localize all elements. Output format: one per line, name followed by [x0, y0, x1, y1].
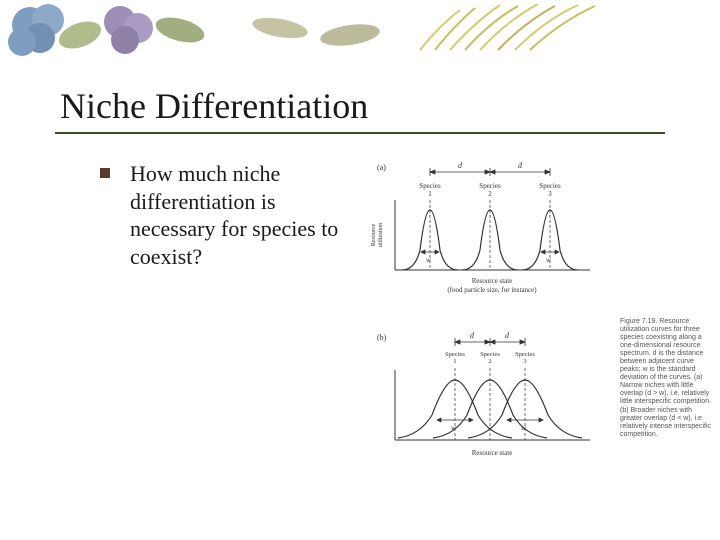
svg-text:1: 1 [453, 358, 456, 365]
svg-text:Species: Species [539, 182, 561, 190]
svg-text:d: d [470, 331, 475, 340]
body-text: How much niche differentiation is necess… [130, 160, 350, 270]
svg-text:Resource state: Resource state [472, 277, 513, 285]
svg-text:w: w [521, 424, 526, 432]
panel-a-label: (a) [377, 163, 386, 172]
panel-b-label: (b) [377, 333, 387, 342]
svg-text:Resource state: Resource state [472, 449, 513, 457]
figure-caption: Figure 7.19. Resource utilization curves… [620, 318, 715, 439]
svg-text:d: d [458, 161, 463, 170]
svg-text:2: 2 [488, 358, 491, 365]
svg-text:Species: Species [515, 351, 535, 358]
page-title: Niche Differentiation [60, 85, 368, 127]
svg-text:d: d [505, 331, 510, 340]
svg-text:w: w [451, 424, 456, 432]
svg-text:d: d [518, 161, 523, 170]
svg-text:2: 2 [488, 190, 492, 198]
svg-text:Species: Species [445, 351, 465, 358]
title-underline [55, 132, 665, 134]
svg-text:Species: Species [480, 351, 500, 358]
bullet-icon [100, 168, 110, 178]
svg-text:utilization: utilization [378, 223, 384, 247]
svg-text:3: 3 [548, 190, 552, 198]
svg-text:w: w [426, 256, 431, 264]
svg-text:Species: Species [479, 182, 501, 190]
svg-text:Resource: Resource [371, 224, 377, 247]
svg-text:(food particle size, for insta: (food particle size, for instance) [447, 286, 537, 294]
svg-text:3: 3 [523, 358, 526, 365]
niche-diagrams: (a) d d Species 1 Species 2 Species 3 Re… [365, 155, 615, 485]
svg-text:Species: Species [419, 182, 441, 190]
svg-text:1: 1 [428, 190, 432, 198]
decorative-header [0, 0, 720, 70]
svg-text:w: w [546, 256, 551, 264]
